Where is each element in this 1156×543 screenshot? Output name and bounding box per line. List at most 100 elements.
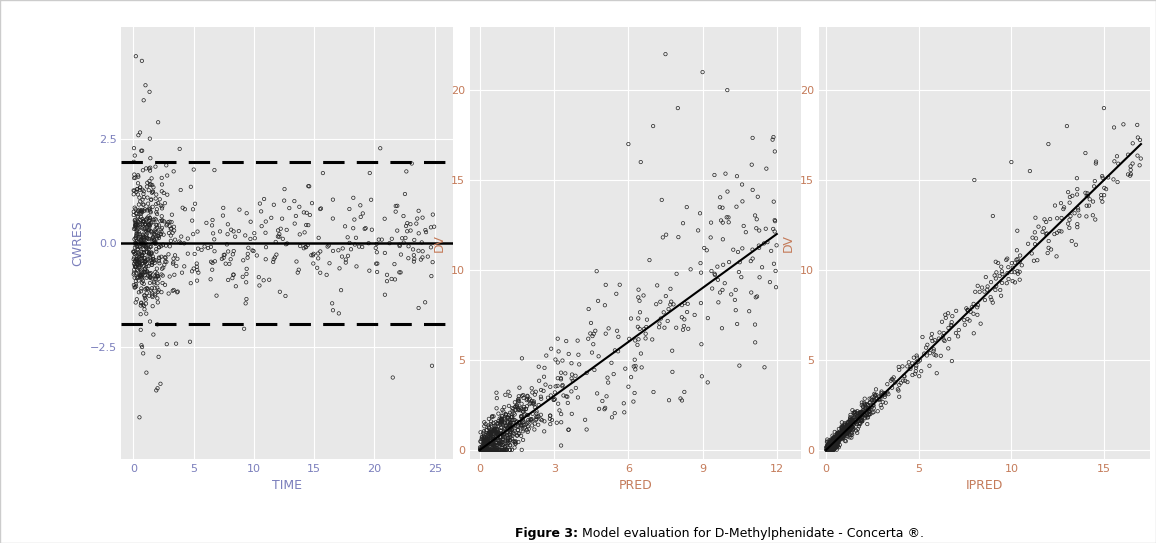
Point	[242, 217, 260, 226]
Point	[850, 413, 868, 422]
Point	[474, 445, 492, 453]
Point	[1131, 136, 1149, 144]
Point	[709, 262, 727, 271]
Point	[131, 242, 149, 251]
Point	[477, 439, 496, 448]
Point	[158, 220, 177, 229]
Point	[839, 427, 858, 436]
Point	[821, 444, 839, 452]
Point	[475, 433, 494, 442]
Point	[981, 278, 1000, 287]
Point	[390, 268, 408, 277]
Point	[820, 443, 838, 452]
Point	[832, 428, 851, 437]
Point	[496, 414, 514, 423]
Point	[129, 230, 148, 238]
Point	[1058, 122, 1076, 130]
Point	[425, 222, 444, 231]
Point	[825, 438, 844, 446]
Point	[142, 261, 161, 269]
Point	[843, 416, 861, 425]
Point	[481, 437, 499, 445]
Point	[408, 214, 427, 223]
Point	[264, 258, 282, 267]
Point	[504, 428, 523, 437]
Point	[141, 180, 160, 189]
Point	[675, 321, 694, 330]
Point	[849, 407, 867, 415]
Point	[488, 419, 506, 427]
Point	[679, 300, 697, 308]
Point	[822, 437, 840, 445]
Point	[149, 199, 168, 207]
Point	[178, 249, 197, 258]
Point	[483, 435, 502, 444]
Point	[969, 301, 987, 310]
Point	[202, 257, 221, 266]
Point	[512, 405, 531, 414]
Point	[977, 273, 995, 281]
Point	[824, 445, 843, 453]
Point	[825, 445, 844, 453]
Point	[1036, 215, 1054, 224]
Point	[823, 439, 842, 447]
Point	[136, 220, 155, 229]
Point	[674, 325, 692, 334]
Point	[965, 176, 984, 185]
Point	[501, 408, 519, 417]
Point	[376, 291, 394, 299]
Point	[844, 408, 862, 417]
Point	[890, 365, 909, 374]
Point	[541, 411, 560, 420]
Point	[523, 384, 541, 393]
Point	[492, 427, 511, 435]
Point	[711, 203, 729, 212]
Point	[138, 206, 156, 214]
Point	[153, 288, 171, 296]
Point	[512, 445, 531, 454]
Point	[165, 226, 184, 235]
Point	[310, 233, 328, 242]
Point	[134, 225, 153, 233]
Point	[125, 283, 143, 292]
Point	[492, 445, 511, 454]
Point	[376, 214, 394, 223]
Point	[755, 363, 773, 371]
Point	[861, 398, 880, 407]
Point	[1070, 211, 1089, 220]
Point	[477, 438, 496, 447]
Point	[141, 269, 160, 277]
Point	[383, 275, 401, 283]
Point	[765, 260, 784, 268]
Point	[422, 243, 440, 251]
Point	[1077, 212, 1096, 221]
Point	[853, 416, 872, 425]
Point	[176, 205, 194, 213]
Point	[271, 287, 289, 296]
Point	[482, 427, 501, 436]
Point	[913, 333, 932, 342]
Point	[510, 392, 528, 401]
Point	[821, 445, 839, 454]
Point	[838, 421, 857, 430]
Point	[245, 234, 264, 243]
Point	[304, 249, 323, 258]
Point	[566, 371, 585, 380]
Point	[133, 224, 151, 232]
Point	[143, 187, 162, 196]
Point	[138, 289, 156, 298]
Point	[504, 421, 523, 430]
Point	[148, 320, 166, 329]
Point	[133, 259, 151, 268]
Point	[479, 445, 497, 454]
Point	[677, 203, 696, 211]
Point	[495, 445, 513, 454]
Point	[1128, 151, 1147, 160]
Point	[494, 438, 512, 446]
Point	[822, 441, 840, 450]
Point	[825, 434, 844, 443]
Point	[851, 411, 869, 420]
Point	[138, 267, 156, 275]
Point	[474, 445, 492, 454]
Point	[866, 392, 884, 400]
